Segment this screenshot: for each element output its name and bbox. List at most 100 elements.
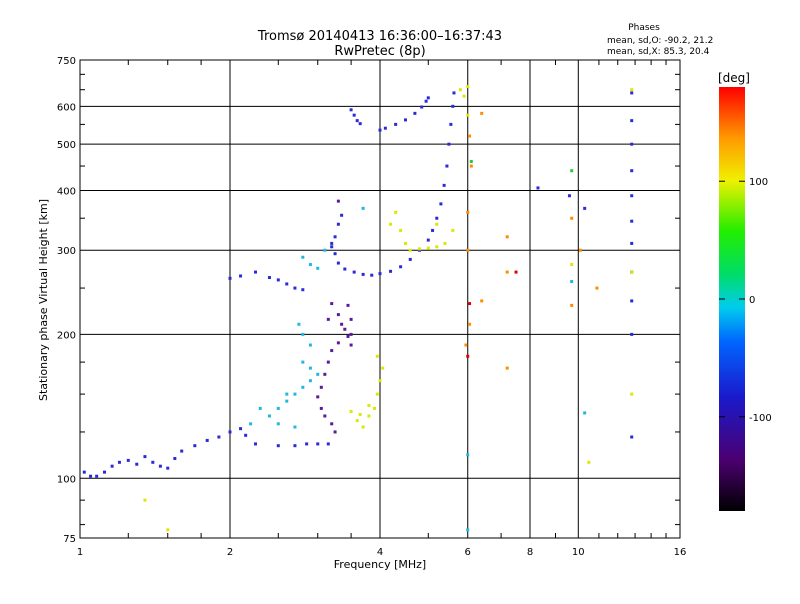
- data-point: [333, 430, 337, 434]
- data-point: [462, 94, 466, 98]
- colorbar-tick-label: -100: [749, 413, 772, 424]
- data-point: [469, 164, 473, 168]
- data-point: [173, 456, 177, 460]
- data-point: [301, 360, 305, 364]
- y-tick-label: 750: [57, 56, 76, 67]
- data-point: [358, 122, 362, 126]
- data-point: [343, 267, 347, 271]
- data-point: [135, 462, 139, 466]
- data-point: [464, 343, 468, 347]
- data-point: [355, 119, 359, 123]
- data-point: [426, 96, 430, 100]
- data-point: [361, 272, 365, 276]
- data-point: [239, 427, 243, 431]
- data-point: [408, 248, 412, 252]
- data-point: [166, 528, 170, 532]
- data-point: [267, 414, 271, 418]
- data-point: [466, 528, 470, 532]
- data-point: [443, 241, 447, 245]
- data-point: [349, 108, 353, 112]
- colorbar-tick-label: 0: [749, 295, 755, 306]
- data-point: [468, 302, 472, 306]
- data-point: [276, 444, 280, 448]
- data-point: [435, 216, 439, 220]
- data-point: [316, 266, 320, 270]
- chart-subtitle: RwPretec (8p): [334, 44, 425, 59]
- data-point: [336, 199, 340, 203]
- chart-title: Tromsø 20140413 16:36:00–16:37:43: [257, 29, 502, 44]
- data-point: [352, 113, 356, 117]
- data-point: [349, 343, 353, 347]
- data-point: [301, 332, 305, 336]
- data-point: [468, 322, 472, 326]
- data-point: [308, 366, 312, 370]
- data-point: [435, 222, 439, 226]
- data-point: [228, 430, 232, 434]
- data-point: [466, 453, 470, 457]
- y-tick-label: 400: [57, 186, 76, 197]
- data-point: [346, 334, 350, 338]
- data-point: [336, 341, 340, 345]
- data-point: [630, 142, 634, 146]
- data-point: [630, 270, 634, 274]
- data-point: [326, 360, 330, 364]
- data-point: [394, 122, 398, 126]
- data-point: [399, 265, 403, 269]
- data-point: [426, 238, 430, 242]
- data-point: [439, 202, 443, 206]
- data-point: [468, 134, 472, 138]
- data-point: [514, 270, 518, 274]
- data-point: [570, 263, 574, 267]
- data-point: [349, 317, 353, 321]
- data-point: [413, 111, 417, 115]
- data-point: [630, 194, 634, 198]
- data-point: [217, 435, 221, 439]
- data-point: [466, 113, 470, 117]
- data-point: [333, 235, 337, 239]
- data-point: [431, 228, 435, 232]
- data-point: [630, 435, 634, 439]
- data-point: [505, 235, 509, 239]
- data-point: [340, 322, 344, 326]
- data-point: [361, 425, 365, 429]
- data-point: [587, 460, 591, 464]
- x-tick-label: 1: [77, 547, 83, 558]
- phases-x-stats: mean, sd,X: 85.3, 20.4: [607, 47, 710, 57]
- data-point: [323, 414, 327, 418]
- data-point: [451, 228, 455, 232]
- data-point: [378, 272, 382, 276]
- data-point: [383, 126, 387, 130]
- y-axis-label: Stationary phase Virtual Height [km]: [37, 199, 50, 401]
- data-point: [424, 99, 428, 103]
- data-point: [319, 406, 323, 410]
- data-point: [452, 91, 456, 95]
- data-point: [293, 425, 297, 429]
- data-point: [326, 442, 330, 446]
- data-point: [630, 88, 634, 92]
- data-point: [417, 247, 421, 251]
- data-point: [480, 111, 484, 115]
- y-tick-label: 600: [57, 102, 76, 113]
- data-point: [435, 245, 439, 249]
- data-point: [370, 273, 374, 277]
- data-point: [89, 474, 93, 478]
- y-tick-label: 100: [57, 474, 76, 485]
- data-point: [381, 366, 385, 370]
- colorbar-tick-label: 100: [749, 177, 768, 188]
- data-point: [458, 88, 462, 92]
- data-point: [466, 248, 470, 252]
- data-point: [340, 213, 344, 217]
- data-point: [305, 442, 309, 446]
- phases-o-stats: mean, sd,O: -90.2, 21.2: [607, 36, 713, 46]
- data-point: [630, 119, 634, 123]
- data-point: [399, 228, 403, 232]
- data-point: [330, 302, 334, 306]
- data-points: [82, 85, 634, 532]
- data-point: [408, 257, 412, 261]
- data-point: [117, 460, 121, 464]
- data-point: [308, 343, 312, 347]
- axes: 1 2 4 6 8 10 16 75 100 200 300 400 500 600 750: [57, 56, 686, 558]
- data-point: [343, 327, 347, 331]
- data-point: [445, 164, 449, 168]
- data-point: [336, 313, 340, 317]
